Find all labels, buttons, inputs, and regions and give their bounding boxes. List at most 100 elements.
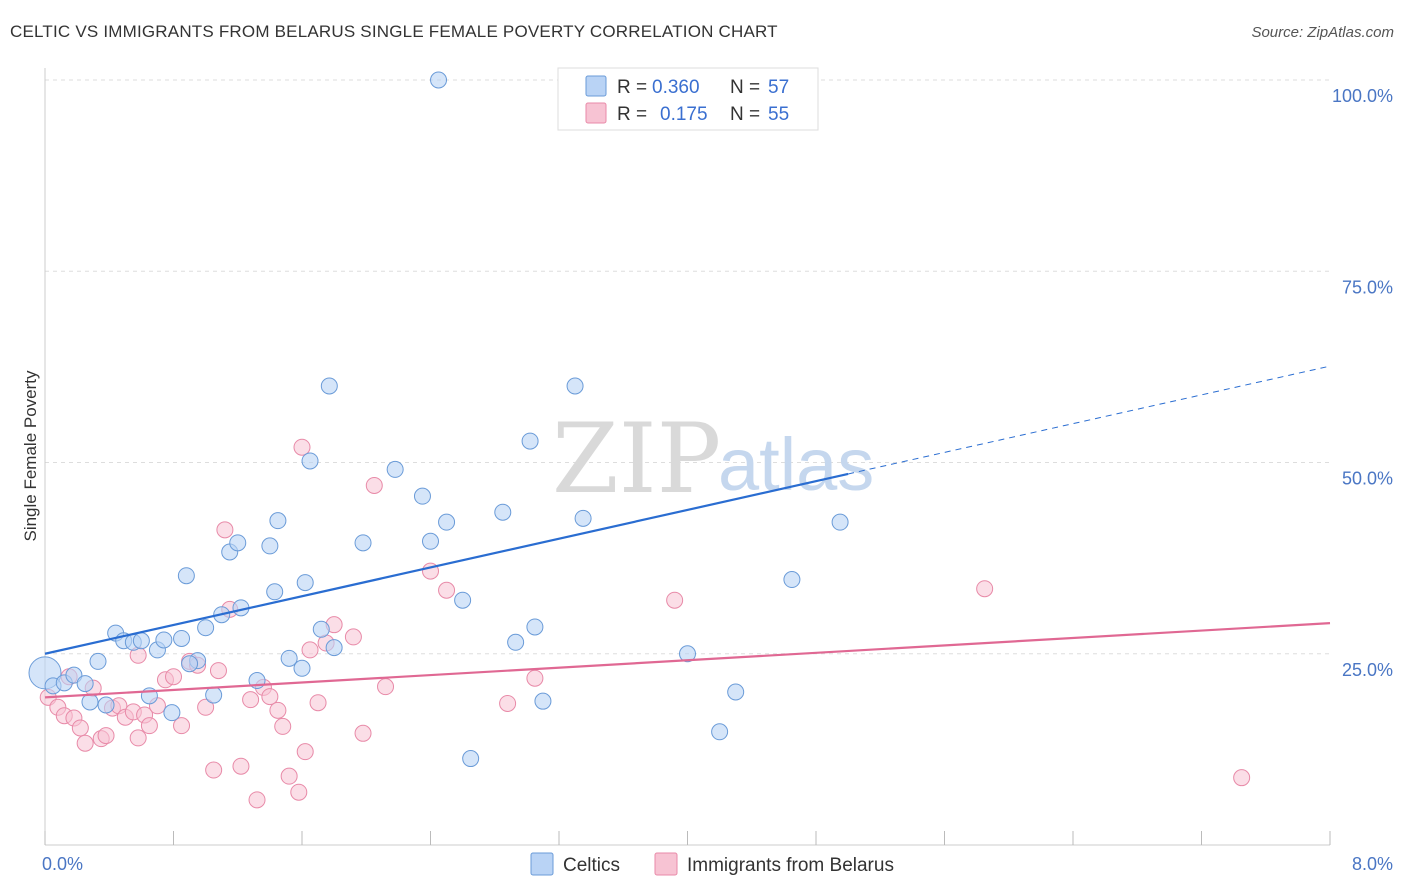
bottom-legend-swatch-celtics — [530, 852, 554, 876]
celtic-point-36 — [386, 460, 404, 478]
belarus-point-37 — [296, 743, 314, 761]
belarus-point-44 — [365, 476, 383, 494]
axes — [44, 68, 1331, 846]
belarus-point-25 — [209, 662, 227, 680]
celtic-point-43 — [507, 633, 525, 651]
celtic-point-31 — [296, 574, 314, 592]
legend-n-value-celtics: 57 — [768, 77, 789, 98]
celtic-point-28 — [269, 512, 287, 530]
celtic-point-38 — [422, 532, 439, 550]
chart-title: CELTIC VS IMMIGRANTS FROM BELARUS SINGLE… — [10, 22, 778, 41]
celtic-trend-extension — [848, 365, 1331, 475]
belarus-point-5 — [71, 719, 89, 737]
belarus-point-6 — [76, 734, 94, 752]
celtic-point-14 — [155, 631, 173, 649]
y-tick-label-1: 50.0% — [1342, 469, 1393, 489]
celtic-point-29 — [280, 649, 298, 667]
celtic-point-50 — [711, 723, 729, 741]
bottom-legend-swatch-belarus — [654, 852, 678, 876]
belarus-point-35 — [280, 767, 298, 785]
celtic-point-41 — [454, 591, 472, 609]
legend-top: R = 0.360 N = 57 R = 0.175 N = 55 — [557, 67, 819, 131]
celtic-point-52 — [783, 571, 801, 589]
celtic-point-45 — [526, 618, 544, 636]
legend-bottom: Celtics Immigrants from Belarus — [530, 852, 894, 876]
celtic-point-32 — [312, 620, 330, 638]
celtic-point-33 — [320, 377, 338, 395]
belarus-point-38 — [301, 641, 319, 659]
watermark-atlas: atlas — [718, 423, 874, 506]
belarus-trend-line — [44, 622, 1331, 699]
celtic-point-4 — [76, 675, 94, 693]
celtic-point-42 — [494, 503, 512, 521]
celtic-point-17 — [177, 567, 195, 585]
belarus-point-32 — [261, 688, 279, 706]
celtic-point-23 — [229, 534, 247, 552]
celtic-point-39 — [430, 71, 448, 89]
bottom-legend-label-belarus: Immigrants from Belarus — [687, 855, 894, 876]
legend-n-label-belarus: N = — [730, 104, 760, 125]
legend-n-label-celtics: N = — [730, 77, 760, 98]
celtic-point-46 — [534, 692, 552, 710]
belarus-point-48 — [499, 694, 517, 712]
legend-swatch-celtics — [585, 75, 607, 97]
belarus-point-47 — [438, 581, 456, 599]
watermark: ZIP atlas — [552, 403, 874, 515]
belarus-point-39 — [309, 694, 327, 712]
belarus-point-52 — [1233, 769, 1251, 787]
y-tick-label-2: 75.0% — [1342, 277, 1393, 297]
legend-r-label-celtics: R = — [617, 77, 647, 98]
celtic-point-48 — [574, 509, 592, 527]
celtic-point-37 — [413, 487, 431, 505]
belarus-point-29 — [242, 691, 260, 709]
y-tick-label-0: 25.0% — [1342, 660, 1393, 680]
trend-lines — [44, 365, 1331, 699]
celtic-point-26 — [261, 537, 279, 555]
celtic-point-55 — [462, 750, 480, 768]
belarus-point-34 — [274, 717, 292, 735]
celtic-point-35 — [354, 534, 372, 552]
belarus-point-43 — [354, 724, 372, 742]
celtic-point-44 — [521, 432, 539, 450]
legend-r-label-belarus: R = — [617, 104, 647, 125]
belarus-point-24 — [205, 761, 223, 779]
celtic-point-54 — [301, 452, 319, 470]
watermark-zip: ZIP — [552, 403, 721, 515]
belarus-point-9 — [97, 727, 115, 745]
series-celtic-points — [28, 71, 849, 768]
belarus-point-54 — [129, 729, 147, 747]
belarus-point-42 — [344, 628, 362, 646]
celtic-point-15 — [163, 704, 181, 722]
belarus-point-53 — [293, 438, 311, 456]
belarus-point-33 — [269, 701, 287, 719]
belarus-point-16 — [140, 717, 158, 735]
belarus-point-36 — [290, 783, 308, 801]
source-credit: Source: ZipAtlas.com — [1251, 24, 1394, 41]
belarus-point-45 — [377, 678, 395, 696]
belarus-point-19 — [165, 668, 182, 686]
grid-lines — [45, 79, 1330, 655]
legend-swatch-belarus — [585, 102, 607, 124]
celtic-point-49 — [679, 645, 696, 663]
legend-r-value-belarus: 0.175 — [660, 104, 708, 125]
bottom-legend-label-celtics: Celtics — [563, 855, 620, 876]
y-tick-label-3: 100.0% — [1332, 86, 1393, 106]
celtic-point-40 — [438, 513, 456, 531]
legend-r-value-celtics: 0.360 — [652, 77, 700, 98]
y-axis-label: Single Female Poverty — [21, 370, 40, 542]
legend-n-value-belarus: 55 — [768, 104, 789, 125]
celtic-point-20 — [205, 686, 223, 704]
x-tick-label-min: 0.0% — [42, 854, 83, 874]
belarus-point-51 — [976, 580, 994, 598]
y-tick-labels: 25.0% 50.0% 75.0% 100.0% — [1332, 86, 1393, 680]
belarus-point-28 — [232, 757, 250, 775]
celtic-point-27 — [266, 583, 284, 601]
belarus-point-26 — [216, 521, 234, 539]
x-tick-label-max: 8.0% — [1352, 854, 1393, 874]
belarus-point-20 — [173, 717, 191, 735]
celtic-point-7 — [97, 696, 115, 714]
celtic-point-47 — [566, 377, 584, 395]
celtic-point-30 — [293, 659, 311, 677]
celtic-point-56 — [181, 655, 199, 673]
